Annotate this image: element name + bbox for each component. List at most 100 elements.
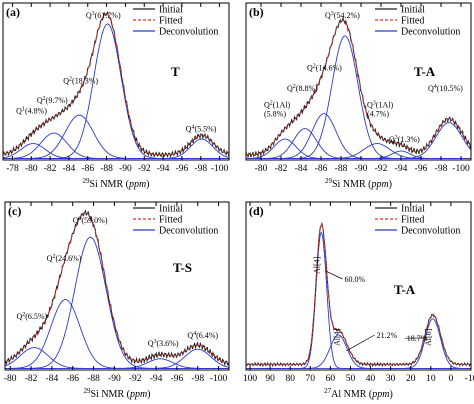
x-tick-label: -96 <box>171 374 184 384</box>
deconvolution-peak-1 <box>246 231 471 369</box>
peak-label: Q3(54.2%) <box>325 11 360 20</box>
annotation-arrow <box>325 270 343 280</box>
deconvolution-peak-4 <box>5 358 229 369</box>
plot-frame <box>245 201 472 371</box>
x-tick-label: -100 <box>211 164 229 174</box>
x-tick-label: -82 <box>44 164 57 174</box>
initial-spectrum-line <box>245 221 472 368</box>
peak-label: Q3(3.6%) <box>148 339 179 348</box>
x-tick-label: -10 <box>465 374 474 384</box>
panel-letter: (a) <box>6 5 20 19</box>
peak-label: Q2(9.7%) <box>37 96 68 105</box>
x-tick-label: -88 <box>100 164 113 174</box>
sample-label: T-A <box>414 64 436 79</box>
chart-panel-1: -78 -80 -82 -84 -86 -88 -90 -92 -94 -96 -98 -100 29S… <box>2 2 230 190</box>
x-tick-label: 90 <box>265 374 275 384</box>
x-tick-label: 30 <box>386 374 396 384</box>
plot-frame <box>245 2 472 161</box>
x-axis-title: 29Si NMR (ppm) <box>82 177 149 190</box>
fitted-spectrum-line <box>2 13 230 156</box>
x-tick-label: -90 <box>355 164 368 174</box>
x-tick-label: -86 <box>66 374 79 384</box>
peak-label: Q4(5.5%) <box>186 125 217 134</box>
deconvolution-peak-1 <box>2 143 229 159</box>
peak-label: Al[4] <box>332 328 341 346</box>
x-tick-label: -82 <box>25 374 38 384</box>
peak-label: Al[6] <box>424 328 433 346</box>
x-tick-label: -96 <box>176 164 189 174</box>
deconvolution-peak-7 <box>246 122 472 159</box>
x-tick-label: -98 <box>435 164 448 174</box>
x-tick-label: -96 <box>415 164 428 174</box>
chart-panel-3: -80 -82 -84 -86 -88 -90 -92 -94 -96 -98 -100 29Si N… <box>4 201 230 400</box>
x-tick-label: 60 <box>326 374 336 384</box>
x-tick-label: -80 <box>4 374 17 384</box>
deconvolution-peak-4 <box>246 35 471 159</box>
annotation-arrow <box>346 334 375 352</box>
peak-label: Q3(61.7%) <box>86 11 121 20</box>
legend-label: Fitted <box>159 215 182 226</box>
x-tick-label: -98 <box>191 374 204 384</box>
sample-label: T <box>171 64 180 79</box>
x-axis-title: 29Si NMR (ppm) <box>83 387 150 400</box>
legend-label: Initial <box>401 204 425 215</box>
chart-panel-2: -80 -82 -84 -86 -88 -90 -92 -94 -96 -98 -100 29Si N… <box>245 2 472 190</box>
x-tick-label: 50 <box>346 374 356 384</box>
x-tick-label: -98 <box>194 164 207 174</box>
peak-label: Q3(1.3%) <box>389 135 420 144</box>
peak-label-percent: (4.7%) <box>367 110 389 119</box>
initial-spectrum-line <box>245 17 472 159</box>
x-tick-label: -82 <box>275 164 288 174</box>
x-tick-label: -92 <box>129 374 142 384</box>
x-tick-label: -84 <box>63 164 76 174</box>
x-tick-label: -78 <box>6 164 19 174</box>
legend-label: Deconvolution <box>401 27 460 38</box>
legend-label: Deconvolution <box>159 27 218 38</box>
peak-label: Q3(1Al) <box>367 101 393 110</box>
x-tick-label: -92 <box>375 164 388 174</box>
x-tick-label: -90 <box>108 374 121 384</box>
legend-label: Deconvolution <box>159 226 218 237</box>
x-axis-title: 29Si NMR (ppm) <box>325 177 392 190</box>
legend-label: Deconvolution <box>401 226 460 237</box>
x-tick-label: 100 <box>243 374 258 384</box>
sample-label: T-S <box>173 260 192 275</box>
x-tick-label: -100 <box>452 164 470 174</box>
legend-label: Initial <box>159 5 183 16</box>
legend-label: Fitted <box>401 16 424 27</box>
peak-label: Q2(24.6%) <box>47 254 82 263</box>
x-tick-label: 40 <box>366 374 376 384</box>
x-tick-label: 10 <box>426 374 436 384</box>
deconvolution-peak-5 <box>3 138 230 159</box>
panel-letter: (b) <box>249 5 264 19</box>
peak-label: Q2(14.6%) <box>307 63 342 72</box>
x-tick-label: -90 <box>119 164 132 174</box>
deconvolution-peak-1 <box>4 347 229 369</box>
peak-label: Q4(6.4%) <box>187 331 218 340</box>
x-tick-label: -94 <box>157 164 170 174</box>
x-tick-label: -80 <box>255 164 268 174</box>
deconvolution-peak-2 <box>246 128 471 159</box>
x-tick-label: 20 <box>406 374 416 384</box>
peak-label: Al[4] <box>312 256 321 274</box>
fitted-spectrum-line <box>4 212 230 364</box>
fitted-spectrum-line <box>246 223 471 365</box>
legend-label: Initial <box>401 5 425 16</box>
x-tick-label: -80 <box>25 164 38 174</box>
plot-frame <box>4 201 230 371</box>
x-tick-label: 80 <box>285 374 295 384</box>
legend-label: Fitted <box>401 215 424 226</box>
x-tick-label: -94 <box>395 164 408 174</box>
x-tick-label: 0 <box>449 374 454 384</box>
x-tick-label: -100 <box>210 374 228 384</box>
deconvolution-peak-3 <box>246 318 471 369</box>
peak-label: Q1(4.8%) <box>16 107 47 116</box>
panel-letter: (c) <box>8 204 21 218</box>
peak-label: Q2(8.8%) <box>287 84 318 93</box>
peak-label: Q2(6.5%) <box>16 312 47 321</box>
panel-letter: (d) <box>249 204 264 218</box>
